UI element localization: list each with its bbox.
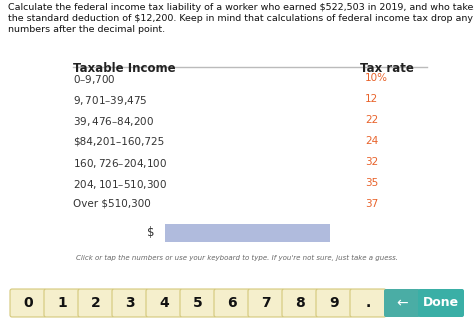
FancyBboxPatch shape <box>44 289 80 317</box>
Text: .: . <box>365 296 371 310</box>
Text: Taxable Income: Taxable Income <box>73 62 176 75</box>
Text: 10%: 10% <box>365 73 388 83</box>
FancyBboxPatch shape <box>384 289 420 317</box>
Text: Done: Done <box>423 296 459 309</box>
FancyBboxPatch shape <box>350 289 386 317</box>
Text: 7: 7 <box>261 296 271 310</box>
Text: 32: 32 <box>365 157 379 167</box>
Text: 9: 9 <box>329 296 339 310</box>
Text: Calculate the federal income tax liability of a worker who earned $522,503 in 20: Calculate the federal income tax liabili… <box>8 3 474 12</box>
FancyBboxPatch shape <box>78 289 114 317</box>
FancyBboxPatch shape <box>282 289 318 317</box>
Text: 2: 2 <box>91 296 101 310</box>
Text: Tax rate: Tax rate <box>360 62 414 75</box>
FancyBboxPatch shape <box>180 289 216 317</box>
Text: numbers after the decimal point.: numbers after the decimal point. <box>8 25 165 34</box>
Text: $39,476–$84,200: $39,476–$84,200 <box>73 115 155 128</box>
Text: $0–$9,700: $0–$9,700 <box>73 73 116 86</box>
Text: 1: 1 <box>57 296 67 310</box>
Text: $9,701–$39,475: $9,701–$39,475 <box>73 94 148 107</box>
Text: 22: 22 <box>365 115 379 125</box>
Text: the standard deduction of $12,200. Keep in mind that calculations of federal inc: the standard deduction of $12,200. Keep … <box>8 14 473 23</box>
Text: 24: 24 <box>365 136 379 146</box>
Text: $: $ <box>147 227 155 240</box>
FancyBboxPatch shape <box>418 289 464 317</box>
FancyBboxPatch shape <box>248 289 284 317</box>
Text: $160,726–$204,100: $160,726–$204,100 <box>73 157 168 170</box>
FancyBboxPatch shape <box>214 289 250 317</box>
Text: Over $510,300: Over $510,300 <box>73 199 151 209</box>
FancyBboxPatch shape <box>165 224 330 242</box>
FancyBboxPatch shape <box>316 289 352 317</box>
Text: 6: 6 <box>227 296 237 310</box>
Text: $204,101–$510,300: $204,101–$510,300 <box>73 178 168 191</box>
Text: $84,201–160,725: $84,201–160,725 <box>73 136 165 146</box>
Text: 35: 35 <box>365 178 379 188</box>
Text: 8: 8 <box>295 296 305 310</box>
Text: 4: 4 <box>159 296 169 310</box>
Text: 3: 3 <box>125 296 135 310</box>
Text: 5: 5 <box>193 296 203 310</box>
Text: 12: 12 <box>365 94 379 104</box>
FancyBboxPatch shape <box>146 289 182 317</box>
FancyBboxPatch shape <box>10 289 46 317</box>
Text: Click or tap the numbers or use your keyboard to type. If you're not sure, just : Click or tap the numbers or use your key… <box>76 255 398 261</box>
FancyBboxPatch shape <box>112 289 148 317</box>
Text: ←: ← <box>396 296 408 310</box>
Text: 37: 37 <box>365 199 379 209</box>
Text: 0: 0 <box>23 296 33 310</box>
